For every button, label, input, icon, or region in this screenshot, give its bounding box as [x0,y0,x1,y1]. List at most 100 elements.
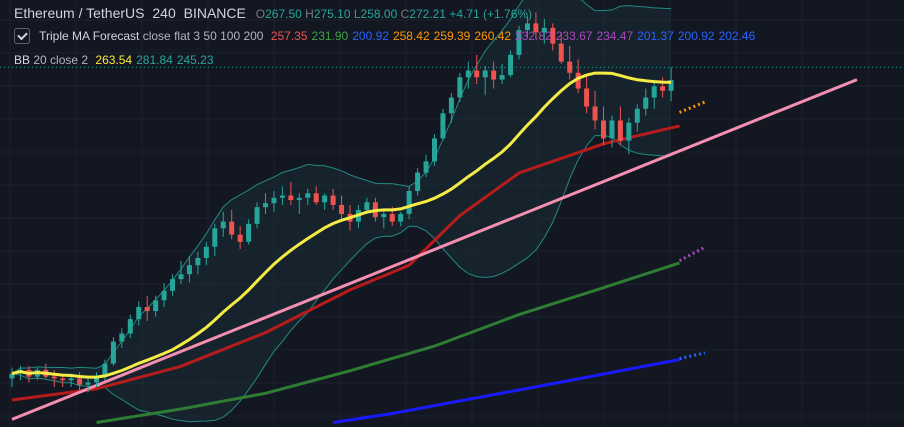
candle-body [322,195,328,203]
candle-body [482,70,488,78]
candle-body [398,213,404,222]
candle-body [465,70,471,78]
chart-legend: Ethereum / TetherUS 240 BINANCE O267.50 … [0,0,904,76]
candle-body [229,221,235,235]
indicator-value: 258.42 [392,29,430,44]
indicator-value: 234.47 [596,29,634,44]
symbol-name[interactable]: Ethereum / TetherUS [14,5,145,21]
candle-body [288,195,294,201]
ma-200-line [332,358,680,424]
candle-body [305,193,311,198]
candle-body [575,72,581,89]
indicator-value: 257.35 [270,29,308,44]
forecast-ma_long [679,351,706,361]
candle-body [60,378,66,381]
candle-body [651,86,657,98]
candle-body [457,77,463,98]
candle-body [144,306,150,312]
candle-body [68,378,74,381]
candle-body [440,113,446,139]
indicator-name[interactable]: BB [14,53,31,67]
ma-50-line [11,124,680,402]
indicator-value: 232.82 [515,29,552,44]
candle-body [153,300,159,312]
candle-body [550,27,556,44]
trendline [11,78,858,421]
candle-body [592,106,598,121]
bb-lower-line [11,135,672,423]
candle-body [524,23,530,31]
candle-body [85,382,91,385]
candle-body [364,202,370,210]
ohlc-values: O267.50 H275.10 L258.00 C272.21 +4.71 (+… [255,7,533,21]
candle-body [127,319,133,334]
indicator-value: 202.46 [718,29,756,44]
candle-body [313,193,319,203]
candle-body [119,333,125,342]
candle-body [9,373,15,379]
open-value: 267.50 [265,7,302,21]
candle-body [389,213,395,222]
candle-body [296,197,302,201]
candle-body [279,195,285,198]
ma-20-line [11,71,672,379]
change-value: +4.71 (+1.76%) [449,7,533,21]
indicator-value: 231.90 [311,29,349,44]
candle-body [567,61,573,73]
candle-body [161,290,167,301]
candle-body [246,223,252,242]
candle-body [77,378,83,385]
indicator-value: 200.92 [352,29,389,44]
collapse-toggle-icon[interactable] [14,28,30,44]
candle-body [381,213,387,218]
indicator-params: 20 close 2 [33,53,89,67]
indicator-value: 201.37 [637,29,674,44]
indicator-row-triple-ma[interactable]: Triple MA Forecast close flat 3 50 100 2… [14,28,755,45]
interval[interactable]: 240 [152,5,176,21]
candle-body [432,138,437,162]
candle-body [263,203,268,208]
forecast-ma_slow [678,245,706,263]
indicator-value: 245.23 [176,53,214,67]
candle-body [170,279,176,291]
candle-body [237,234,243,242]
candle-body [406,191,412,214]
candle-body [51,376,57,379]
ma-forecast [678,100,706,361]
indicator-value: 233.67 [555,29,593,44]
low-value: 258.00 [360,7,398,21]
candle-body [271,197,277,204]
candle-body [110,341,116,364]
indicator-value: 260.42 [474,29,512,44]
candle-body [102,363,108,377]
indicator-row-bb[interactable]: BB 20 close 2 263.54 281.84 245.23 [14,53,214,67]
candlesticks [9,12,674,393]
indicator-values: 257.35 231.90 200.92 258.42 259.39 260.42 232.… [267,29,755,43]
ma-lines [11,78,858,424]
candle-body [474,70,480,78]
candle-body [491,70,497,80]
indicator-name[interactable]: Triple MA Forecast [39,29,140,44]
candle-body [178,274,184,280]
candle-body [212,228,218,247]
symbol-row: Ethereum / TetherUS 240 BINANCE O267.50 … [14,5,532,21]
close-value: 272.21 [409,7,446,21]
candle-body [584,88,590,107]
candle-body [609,120,615,139]
high-value: 275.10 [313,7,351,21]
candle-body [541,27,547,33]
candle-body [415,172,421,192]
candle-body [558,43,564,62]
candle-body [448,97,454,114]
candle-body [186,265,192,275]
candle-body [533,23,539,33]
candle-body [668,80,674,91]
indicator-value: 259.39 [433,29,471,44]
candle-body [617,120,623,141]
indicator-params: close flat 3 50 100 200 [142,29,264,44]
indicator-values: 263.54 281.84 245.23 [91,53,213,67]
candle-body [660,86,666,91]
candle-body [601,120,606,139]
candle-body [643,97,649,109]
